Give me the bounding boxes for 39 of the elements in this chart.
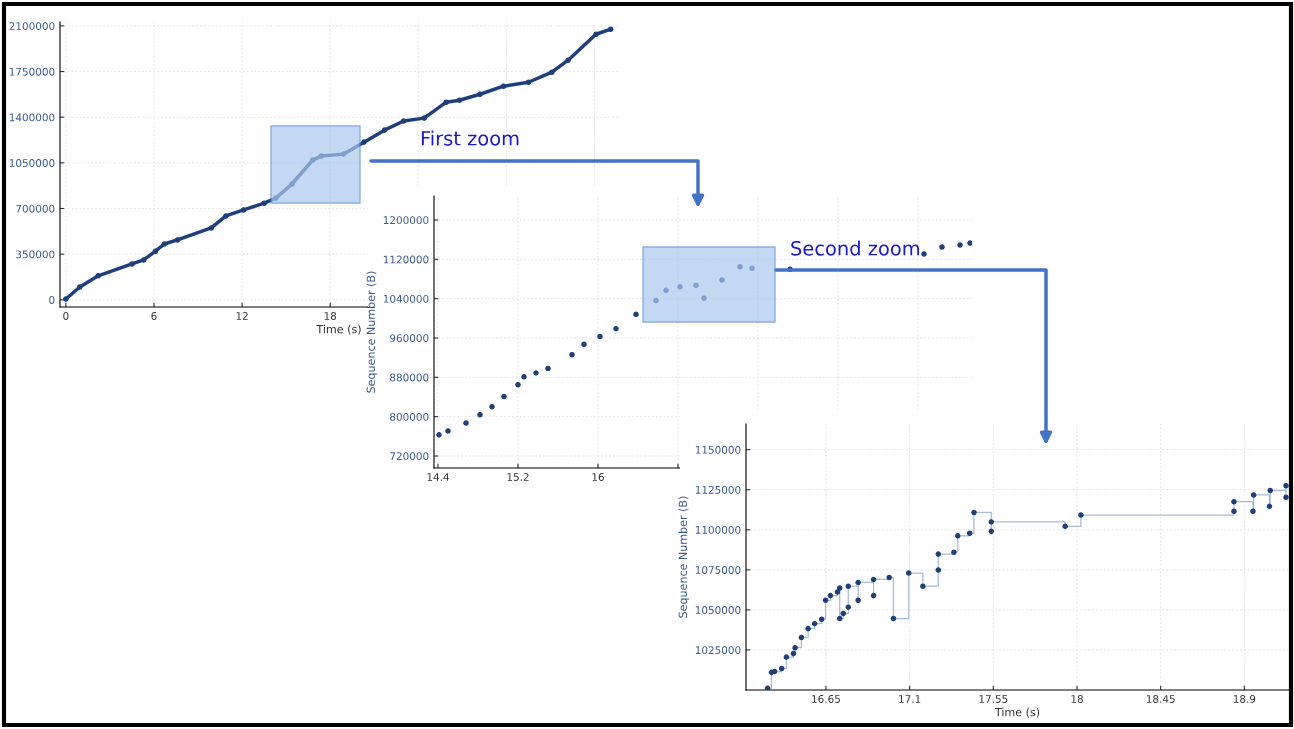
y-tick-label: 1200000 [383,216,429,225]
y-tick-label: 700000 [16,204,55,213]
y-tick-label: 720000 [390,452,429,461]
y-tick-label: 1075000 [695,566,741,574]
y-tick-label: 1050000 [695,606,741,614]
y-tick-label: 1050000 [9,159,55,167]
y-tick-label: 960000 [390,334,429,343]
y-tick-label: 1025000 [695,646,741,655]
y-tick-label: 1150000 [695,445,741,454]
x-tick-label: 15.2 [507,473,529,481]
x-tick-label: 18 [1071,695,1083,703]
x-axis-title: Time (s) [994,707,1040,718]
y-tick-label: 800000 [390,412,429,421]
y-tick-label: 1750000 [9,67,55,76]
x-tick-label: 17.55 [979,695,1008,703]
annotation: Second zoom [791,240,920,256]
y-tick-label: 1040000 [383,294,429,303]
y-tick-label: 880000 [390,373,429,382]
x-tick-label: 18 [324,312,337,320]
x-tick-label: 16.65 [812,695,840,703]
x-tick-label: 18.9 [1233,695,1256,703]
x-tick-label: 18.45 [1146,695,1175,703]
y-tick-label: 350000 [16,250,55,259]
y-tick-label: 1400000 [9,113,55,122]
y-tick-label: 1100000 [695,525,741,534]
x-tick-label: 17.1 [899,695,921,703]
x-axis-title: Time (s) [316,324,361,335]
y-axis-title: Sequence Number (B) [366,271,378,393]
x-tick-label: 0 [63,312,69,320]
x-tick-label: 12 [236,312,248,320]
y-tick-label: 1120000 [383,255,429,264]
y-axis-title: Sequence Number (B) [678,496,690,618]
y-tick-label: 2100000 [9,22,55,31]
x-tick-label: 14.4 [427,473,450,481]
annotation: First zoom [421,130,519,146]
x-tick-label: 6 [151,312,157,320]
y-tick-label: 0 [49,296,55,304]
y-tick-label: 1125000 [695,485,741,494]
x-tick-label: 16 [592,473,604,481]
